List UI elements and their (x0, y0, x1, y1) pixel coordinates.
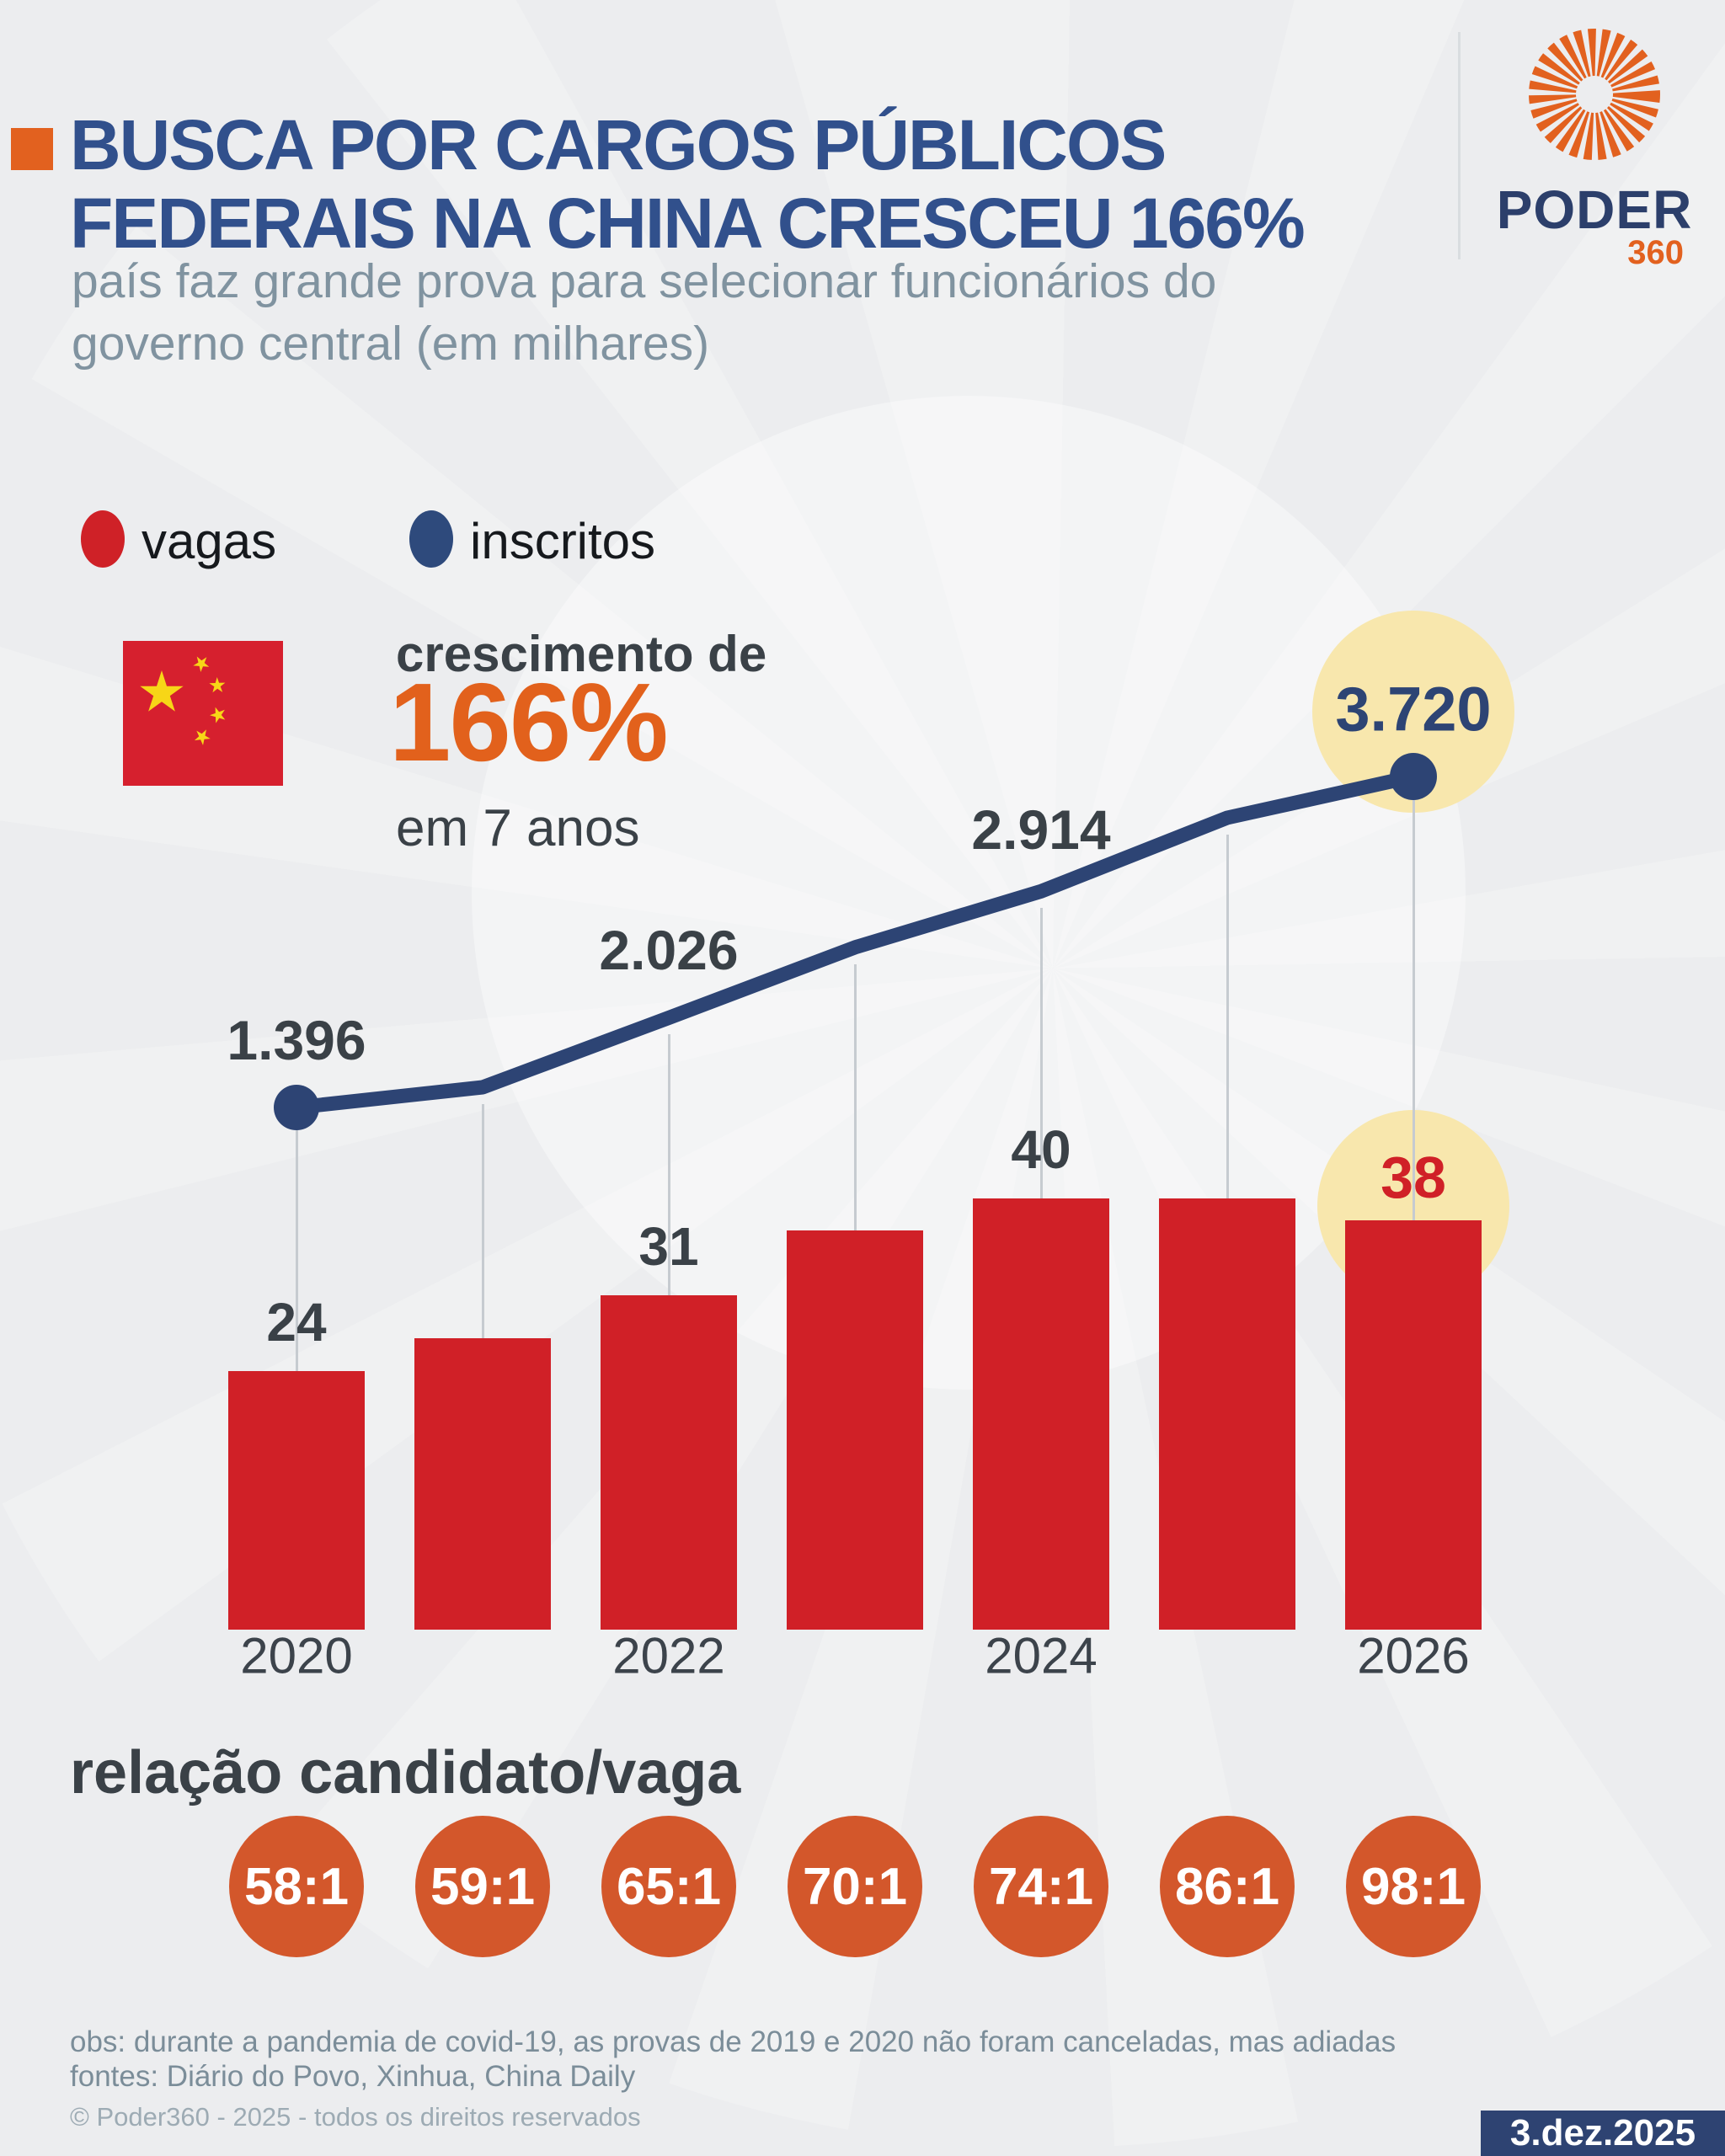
bar-label-2024: 40 (1011, 1119, 1071, 1180)
connector-2025 (1226, 835, 1229, 1198)
highlight-kicker: crescimento de (396, 626, 767, 682)
line-label-2022: 2.026 (599, 919, 739, 982)
highlight-value: 166% (389, 660, 669, 784)
connector-2024 (1039, 908, 1043, 1198)
footer-copyright: © Poder360 - 2025 - todos os direitos re… (70, 2102, 641, 2132)
bar-label-2020: 24 (266, 1291, 327, 1353)
flag-big-star (140, 670, 184, 712)
date-badge-text: 3.dez.2025 (1509, 2112, 1696, 2153)
flag-small-star (193, 656, 210, 672)
footer-notes: obs: durante a pandemia de covid-19, as … (70, 2025, 1396, 2094)
ratio-circle-2026: 98:1 (1346, 1816, 1481, 1957)
connector-2021 (481, 1103, 484, 1339)
page-title-line2: FEDERAIS NA CHINA CRESCEU 166% (70, 184, 1306, 263)
bar-2026 (1345, 1219, 1482, 1630)
header-divider (1458, 32, 1461, 259)
page-subtitle-line1: país faz grande prova para selecionar fu… (72, 254, 1217, 308)
line-point-2020 (274, 1085, 319, 1130)
flag-small-star (194, 729, 211, 745)
flag-small-star (210, 707, 226, 723)
ratio-heading: relação candidato/vaga (70, 1739, 741, 1806)
bar-2025 (1159, 1198, 1295, 1630)
inscritos-line (289, 769, 1421, 1115)
date-badge: 3.dez.2025 (1481, 2111, 1725, 2156)
poder360-sunburst-icon (1529, 29, 1660, 160)
bar-label-2026: 38 (1381, 1145, 1446, 1210)
ratio-circle-2025: 86:1 (1160, 1816, 1295, 1957)
ratio-circle-2023: 70:1 (788, 1816, 922, 1957)
x-axis-label-2020: 2020 (240, 1627, 353, 1684)
china-flag-icon (123, 641, 283, 786)
page-title-line1: BUSCA POR CARGOS PÚBLICOS (70, 105, 1167, 184)
connector-2026 (1412, 793, 1415, 1220)
connector-2020 (295, 1124, 298, 1371)
highlight-suffix: em 7 anos (396, 799, 640, 857)
line-point-2026 (1390, 753, 1437, 800)
connector-2023 (853, 963, 857, 1231)
page-title: BUSCA POR CARGOS PÚBLICOS FEDERAIS NA CH… (70, 105, 1306, 263)
legend-dot-inscritos (409, 510, 453, 568)
line-label-2020: 1.396 (227, 1009, 366, 1071)
bar-2021 (414, 1338, 551, 1630)
bar-label-2022: 31 (638, 1216, 699, 1278)
bar-2022 (601, 1295, 737, 1630)
bar-2024 (973, 1198, 1109, 1630)
footer-obs: obs: durante a pandemia de covid-19, as … (70, 2025, 1397, 2058)
footer-fontes: fontes: Diário do Povo, Xinhua, China Da… (70, 2060, 636, 2093)
x-axis-label-2022: 2022 (612, 1627, 725, 1684)
watermark-hub-circle (472, 396, 1466, 1390)
line-label-2024: 2.914 (971, 798, 1111, 861)
page-subtitle: país faz grande prova para selecionar fu… (72, 250, 1216, 375)
ratio-circle-2020: 58:1 (229, 1816, 364, 1957)
bar-2023 (787, 1230, 923, 1630)
legend-label-inscritos: inscritos (470, 513, 656, 569)
poder360-logo-text: PODER (1496, 179, 1693, 240)
ratio-circle-2021: 59:1 (415, 1816, 550, 1957)
x-axis-label-2024: 2024 (985, 1627, 1097, 1684)
flag-small-star (209, 677, 226, 693)
page-subtitle-line2: governo central (em milhares) (72, 317, 710, 371)
bar-2020 (228, 1370, 365, 1630)
accent-square (11, 128, 53, 170)
connector-2022 (667, 1034, 670, 1296)
line-label-2026: 3.720 (1335, 674, 1492, 744)
legend-label-vagas: vagas (142, 513, 277, 569)
legend-dot-vagas (81, 510, 125, 568)
ratio-circle-2024: 74:1 (974, 1816, 1108, 1957)
ratio-circle-2022: 65:1 (601, 1816, 736, 1957)
poder360-logo-360: 360 (1627, 234, 1684, 271)
x-axis-label-2026: 2026 (1357, 1627, 1470, 1684)
